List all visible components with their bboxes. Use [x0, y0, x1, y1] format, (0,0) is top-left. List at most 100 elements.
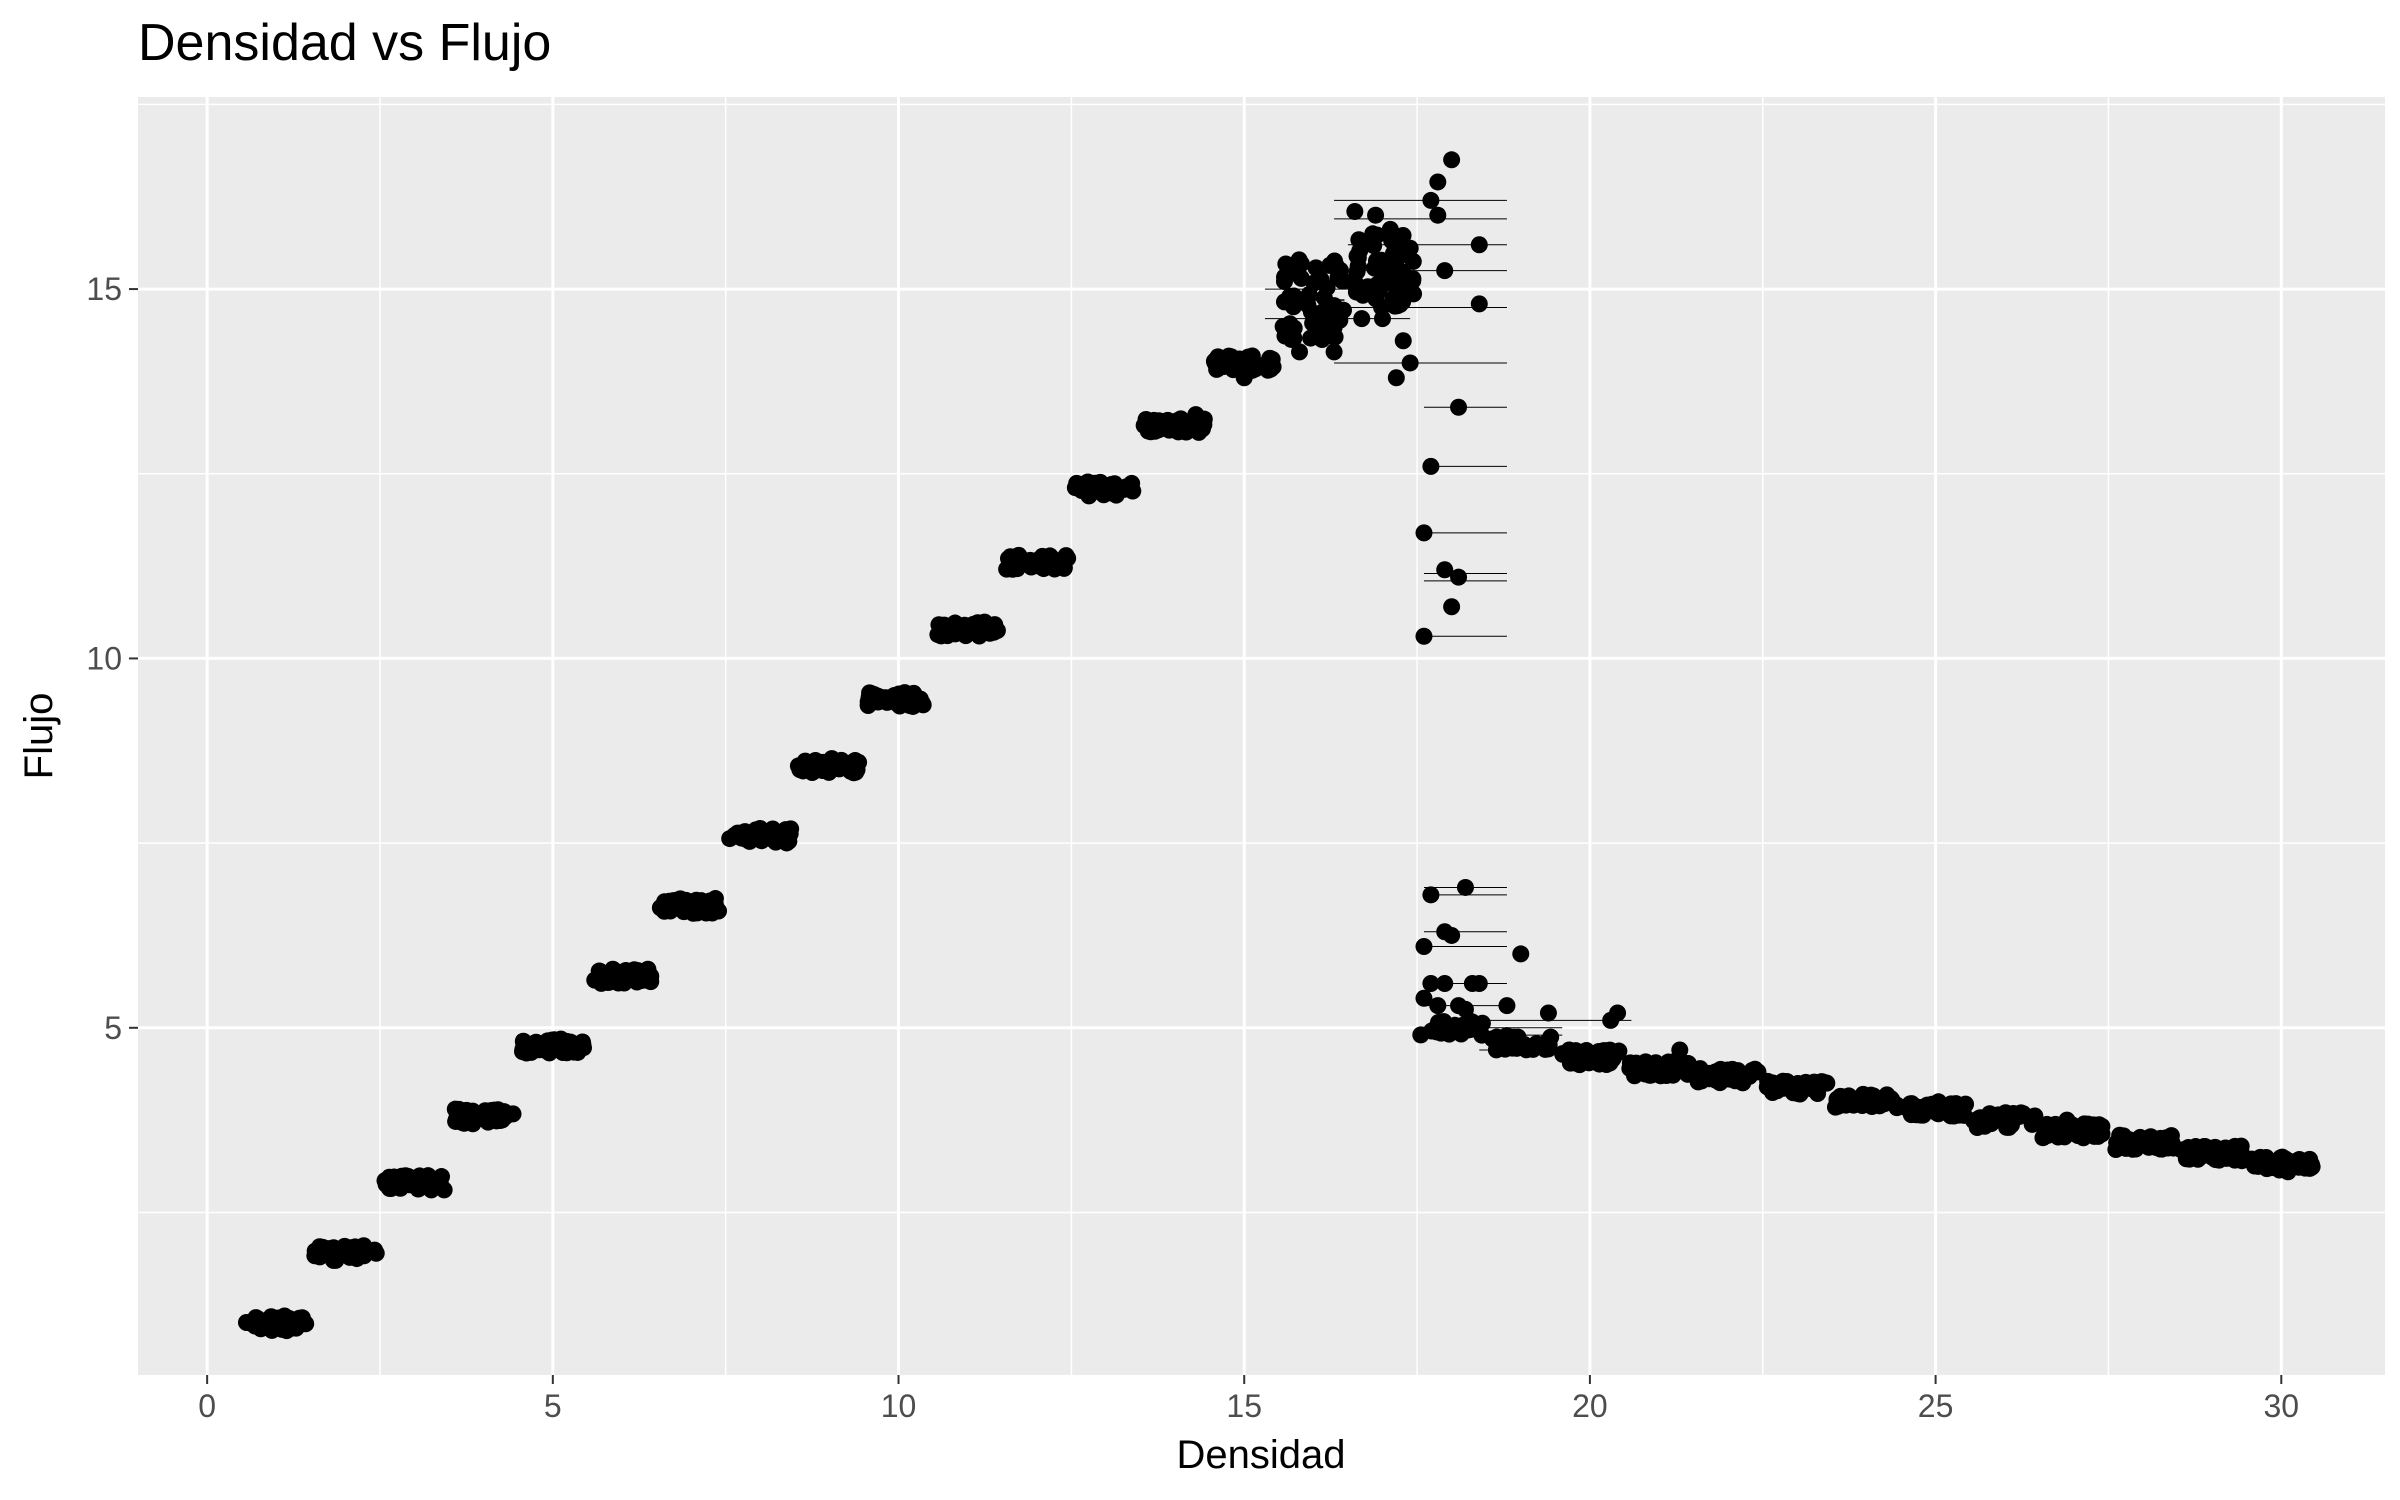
data-point: [1404, 252, 1422, 270]
data-point: [2258, 1160, 2276, 1178]
data-point: [1359, 278, 1377, 296]
data-point: [1325, 328, 1343, 346]
data-point: [1641, 1065, 1659, 1083]
data-point: [1401, 354, 1419, 372]
data-point: [1456, 878, 1474, 896]
data-point: [1373, 310, 1391, 328]
data-point: [2196, 1138, 2214, 1156]
data-point: [1489, 1039, 1507, 1057]
data-point: [1374, 261, 1392, 279]
data-point: [845, 764, 863, 782]
chart-title: Densidad vs Flujo: [138, 14, 551, 72]
data-point: [2000, 1118, 2018, 1136]
data-point: [1443, 598, 1461, 616]
data-point: [1498, 1027, 1516, 1045]
grid-minor: [138, 97, 2385, 1375]
data-point: [1325, 343, 1343, 361]
data-point: [865, 686, 883, 704]
data-point: [642, 967, 660, 985]
data-point: [1498, 997, 1516, 1015]
data-point: [1436, 974, 1454, 992]
data-point: [2129, 1136, 2147, 1154]
data-point: [1145, 411, 1163, 429]
data-point: [431, 1170, 449, 1188]
data-point: [1292, 255, 1310, 273]
data-point: [1451, 1020, 1469, 1038]
data-point: [2012, 1105, 2030, 1123]
plot-panel: [138, 97, 2385, 1375]
data-point: [1539, 1040, 1557, 1058]
data-point: [1422, 886, 1440, 904]
data-points: [237, 151, 2321, 1340]
x-axis-ticks: 0 5 10 15 20 25 30: [198, 1375, 2299, 1424]
data-point: [264, 1314, 282, 1332]
data-point: [777, 821, 795, 839]
data-point: [1055, 559, 1073, 577]
data-point: [609, 974, 627, 992]
data-point: [1956, 1096, 1974, 1114]
data-point: [1404, 272, 1422, 290]
data-point: [1428, 1023, 1446, 1041]
data-point: [1701, 1064, 1719, 1082]
data-point: [1450, 568, 1468, 586]
data-point: [1187, 406, 1205, 424]
data-point: [1221, 355, 1239, 373]
x-tick-label: 20: [1572, 1388, 1608, 1424]
data-point: [1389, 297, 1407, 315]
data-point: [699, 900, 717, 918]
data-point: [1351, 242, 1369, 260]
x-axis-title: Densidad: [1176, 1433, 1345, 1477]
data-point: [1422, 974, 1440, 992]
x-tick-label: 0: [198, 1388, 216, 1424]
data-point: [1353, 310, 1371, 328]
data-point: [1671, 1041, 1689, 1059]
data-point: [1393, 235, 1411, 253]
data-point: [1470, 295, 1488, 313]
y-tick-label: 15: [86, 271, 122, 307]
data-point: [518, 1044, 536, 1062]
data-point: [1539, 1004, 1557, 1022]
data-point: [545, 1031, 563, 1049]
data-point: [1595, 1049, 1613, 1067]
data-point: [1558, 1047, 1576, 1065]
data-point: [1349, 257, 1367, 275]
data-point: [1094, 478, 1112, 496]
data-point: [1470, 236, 1488, 254]
data-point: [277, 1317, 295, 1335]
data-point: [953, 622, 971, 640]
y-tick-label: 5: [104, 1010, 122, 1046]
data-point: [394, 1170, 412, 1188]
data-point: [1166, 413, 1184, 431]
data-point: [1826, 1098, 1844, 1116]
data-point: [935, 619, 953, 637]
data-point: [1422, 191, 1440, 209]
x-tick-label: 10: [881, 1388, 917, 1424]
data-point: [791, 761, 809, 779]
data-point: [1429, 997, 1447, 1015]
data-point: [1443, 926, 1461, 944]
data-point: [1745, 1062, 1763, 1080]
data-point: [1524, 1040, 1542, 1058]
data-point: [1042, 551, 1060, 569]
x-tick-label: 15: [1226, 1388, 1262, 1424]
data-point: [327, 1251, 345, 1269]
data-point: [343, 1246, 361, 1264]
data-point: [1334, 301, 1352, 319]
data-point: [1905, 1097, 1923, 1115]
data-point: [1415, 524, 1433, 542]
data-point: [1346, 203, 1364, 221]
grid-major: [138, 97, 2385, 1375]
data-point: [2145, 1132, 2163, 1150]
data-point: [1317, 305, 1335, 323]
data-point: [569, 1043, 587, 1061]
data-point: [1365, 237, 1383, 255]
y-tick-label: 10: [86, 640, 122, 676]
data-point: [1942, 1095, 1960, 1113]
data-point: [1009, 552, 1027, 570]
data-point: [1259, 361, 1277, 379]
data-point: [1580, 1043, 1598, 1061]
data-point: [2108, 1140, 2126, 1158]
data-point: [450, 1100, 468, 1118]
data-point: [966, 621, 984, 639]
